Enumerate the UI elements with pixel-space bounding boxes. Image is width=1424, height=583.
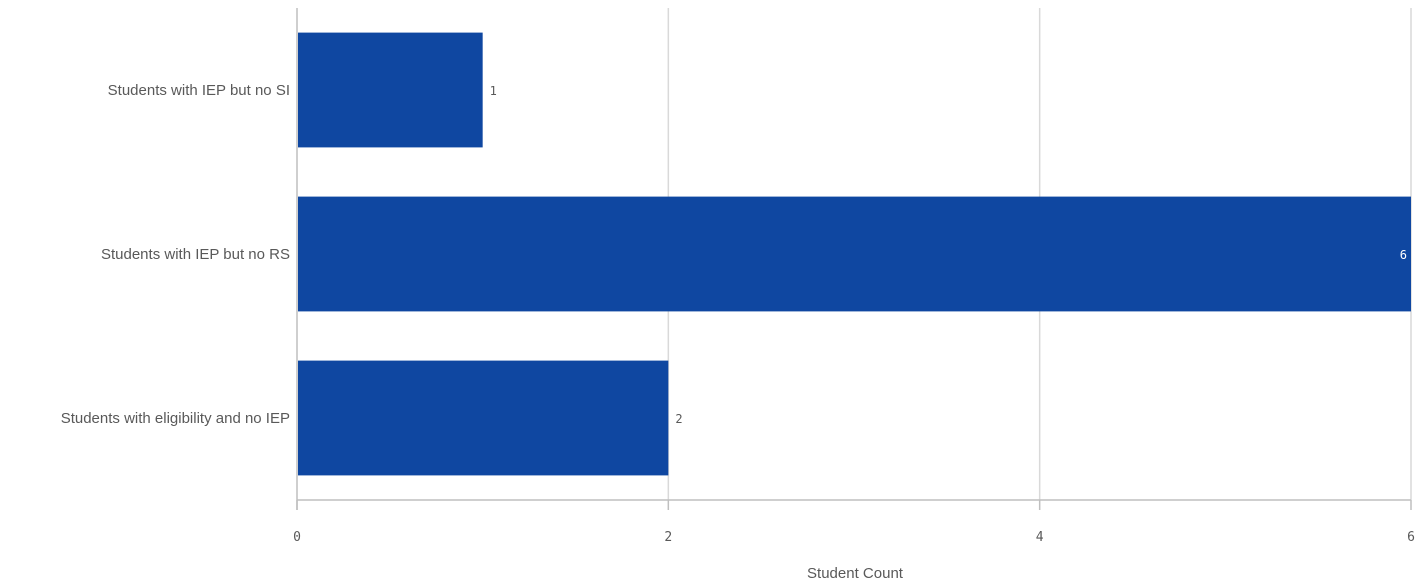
category-label: Students with eligibility and no IEP (61, 410, 290, 427)
x-tick-label: 4 (1036, 530, 1044, 545)
category-label: Students with IEP but no RS (101, 246, 290, 263)
x-tick-label: 0 (293, 530, 301, 545)
data-label: 1 (490, 84, 497, 98)
bar-1[interactable] (298, 32, 483, 148)
category-label: Students with IEP but no SI (108, 82, 290, 99)
data-label: 6 (1400, 248, 1407, 262)
x-tick-label: 2 (664, 530, 672, 545)
bar-3[interactable] (298, 360, 669, 476)
x-axis-title: Student Count (807, 565, 904, 582)
x-tick-label: 6 (1407, 530, 1415, 545)
axes: 0 2 4 6 Students with IEP but no SI Students … (61, 8, 1415, 545)
data-label: 2 (675, 412, 682, 426)
bar-2[interactable] (298, 196, 1411, 312)
bars: 1 6 2 (298, 32, 1411, 476)
